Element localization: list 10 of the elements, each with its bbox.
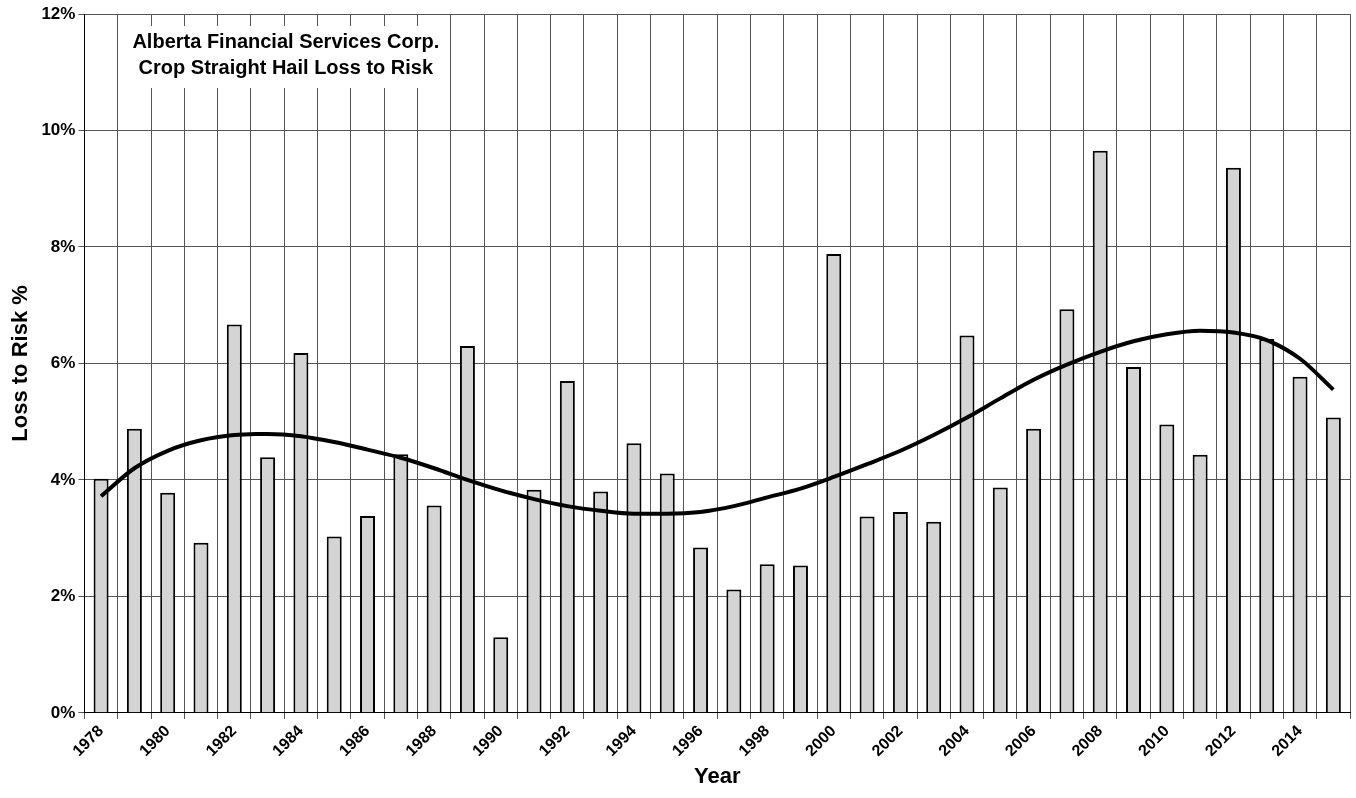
- y-tick-label: 0%: [50, 702, 76, 722]
- y-tick-label: 4%: [50, 469, 76, 489]
- y-axis-title: Loss to Risk %: [7, 285, 33, 442]
- x-axis-title: Year: [693, 762, 741, 788]
- y-tick-label: 12%: [41, 3, 76, 23]
- y-tick-label: 2%: [50, 586, 76, 606]
- y-tick-label: 10%: [41, 120, 76, 140]
- text: Alberta Financial Services Corp. Crop Straight Hail Loss to Risk: [132, 29, 440, 78]
- y-tick-label: 6%: [50, 353, 76, 373]
- y-tick-label: 8%: [50, 236, 76, 256]
